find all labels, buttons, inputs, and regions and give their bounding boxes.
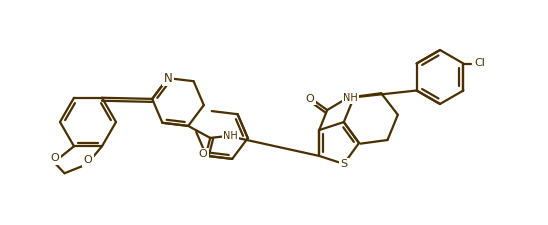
Text: O: O bbox=[306, 94, 315, 104]
Text: N: N bbox=[163, 72, 172, 85]
Text: O: O bbox=[50, 153, 59, 163]
Text: NH: NH bbox=[223, 131, 238, 141]
Text: O: O bbox=[84, 155, 93, 165]
Text: O: O bbox=[199, 149, 208, 159]
Text: S: S bbox=[340, 159, 347, 169]
Text: NH: NH bbox=[343, 93, 358, 103]
Text: Cl: Cl bbox=[474, 58, 485, 68]
